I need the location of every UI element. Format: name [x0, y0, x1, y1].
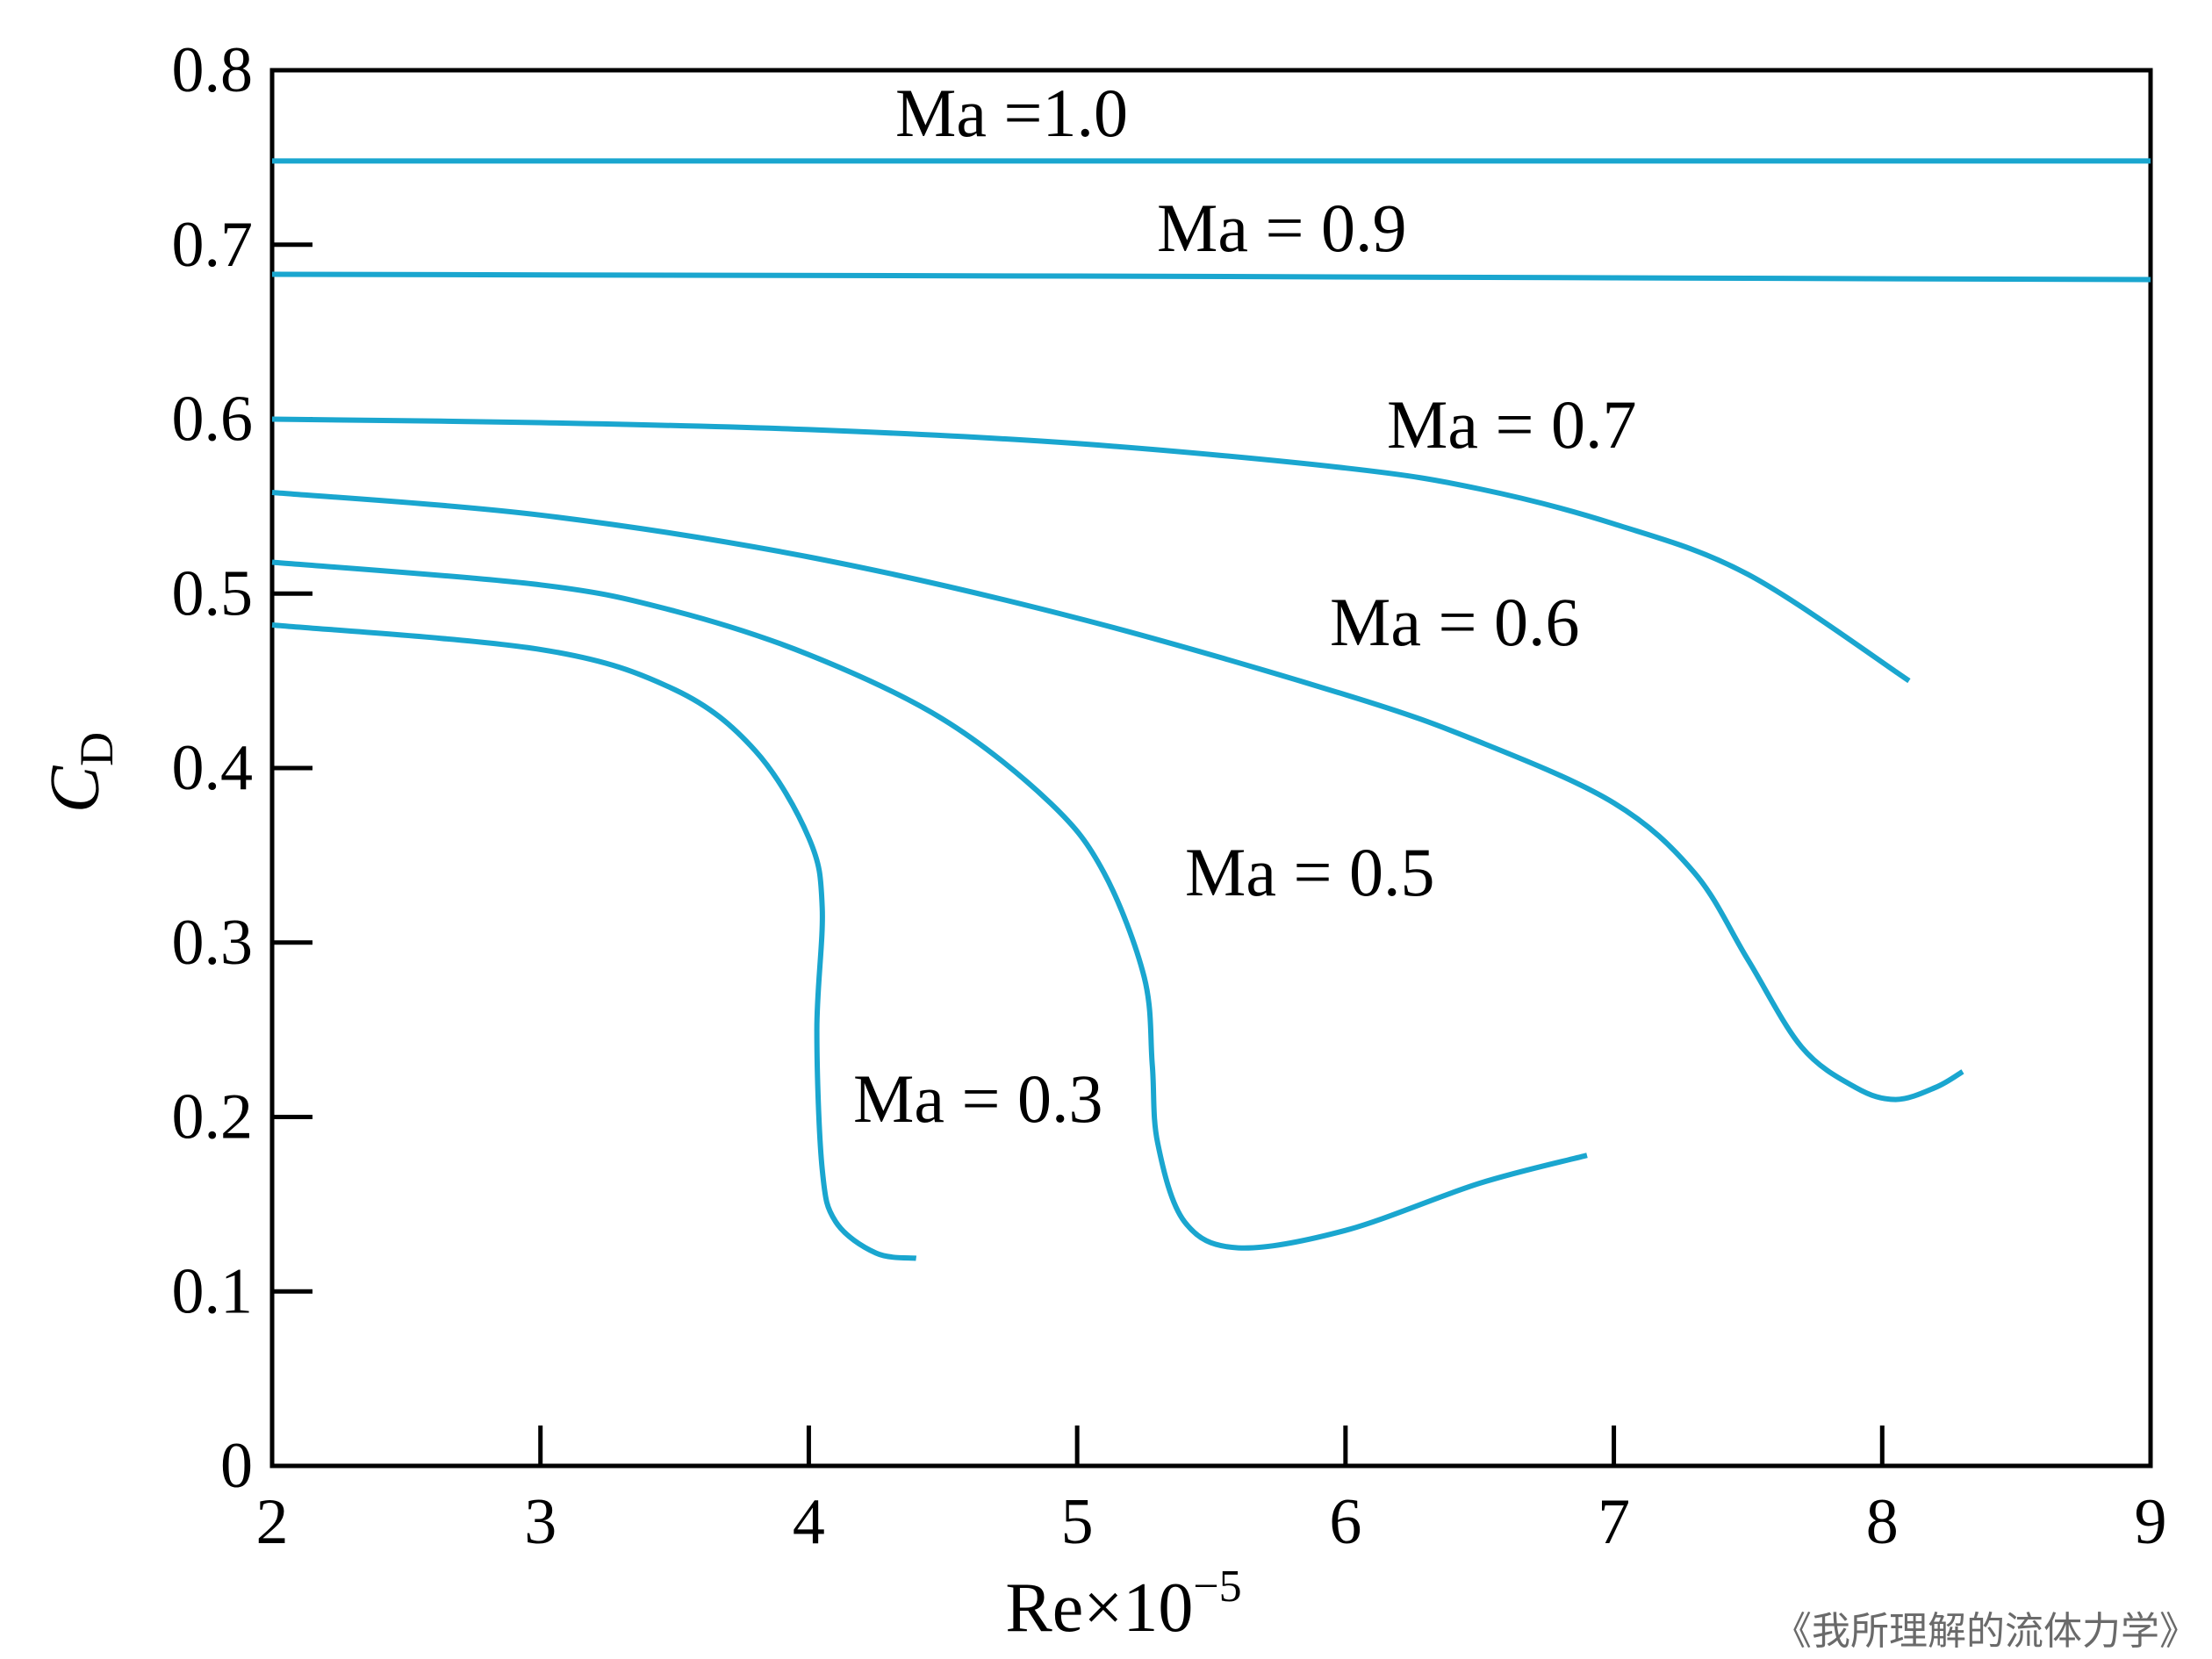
- x-tick-label: 9: [2135, 1486, 2167, 1558]
- x-tick-label: 7: [1598, 1486, 1630, 1558]
- y-tick-label: 0.2: [172, 1081, 254, 1153]
- y-tick-label: 0.3: [172, 907, 254, 979]
- series-line-2: [271, 416, 1911, 684]
- series-label-3: Ma = 0.6: [1330, 584, 1579, 660]
- x-tick-label: 5: [1061, 1486, 1094, 1558]
- y-tick-label: 0.1: [172, 1255, 254, 1327]
- series-label-0: Ma =1.0: [895, 75, 1128, 151]
- series-label-5: Ma = 0.3: [853, 1060, 1102, 1137]
- series-labels: Ma =1.0 Ma = 0.9 Ma = 0.7 Ma = 0.6 Ma = 0.5 M…: [853, 75, 1636, 1137]
- y-tick-label: 0.7: [172, 209, 254, 281]
- x-tick-label: 8: [1866, 1486, 1899, 1558]
- series-lines: [271, 158, 2151, 1261]
- series-line-1: [271, 271, 2151, 283]
- y-tick-label: 0.8: [172, 34, 254, 106]
- x-tick-label: 2: [256, 1486, 289, 1558]
- y-tick-label: 0.6: [172, 384, 254, 456]
- series-label-2: Ma = 0.7: [1387, 386, 1636, 463]
- series-line-5: [271, 622, 917, 1261]
- series-label-1: Ma = 0.9: [1157, 190, 1406, 266]
- series-label-4: Ma = 0.5: [1185, 834, 1434, 910]
- x-tick-label: 4: [793, 1486, 825, 1558]
- x-tick-label: 3: [524, 1486, 557, 1558]
- y-axis-ticks: 0 0.1 0.2 0.3 0.4 0.5 0.6 0.7 0.8: [172, 34, 312, 1502]
- x-axis-ticks: 2 3 4 5 6 7 8 9: [256, 1426, 2167, 1558]
- series-line-4: [271, 559, 1588, 1251]
- y-tick-label: 0.5: [172, 557, 254, 629]
- y-tick-label: 0: [220, 1430, 253, 1502]
- x-axis-title: Re×10−5: [1005, 1562, 1241, 1647]
- y-axis-title: CD: [37, 732, 123, 813]
- watermark: 《我所理解的流体力学》: [1773, 1609, 2198, 1654]
- series-line-3: [271, 490, 1964, 1102]
- x-tick-label: 6: [1329, 1486, 1361, 1558]
- y-tick-label: 0.4: [172, 732, 254, 804]
